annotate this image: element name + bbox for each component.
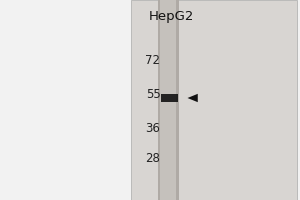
Text: 36: 36	[146, 121, 160, 134]
Text: HepG2: HepG2	[148, 10, 194, 23]
Bar	[130, 0, 297, 200]
Text: 28: 28	[146, 152, 160, 164]
Text: 72: 72	[146, 53, 160, 66]
Bar	[0, 0, 130, 200]
Polygon shape	[188, 94, 198, 102]
Bar	[158, 0, 178, 200]
Text: 55: 55	[146, 88, 160, 100]
Bar	[176, 0, 178, 200]
Bar	[161, 94, 178, 102]
Bar	[158, 0, 160, 200]
